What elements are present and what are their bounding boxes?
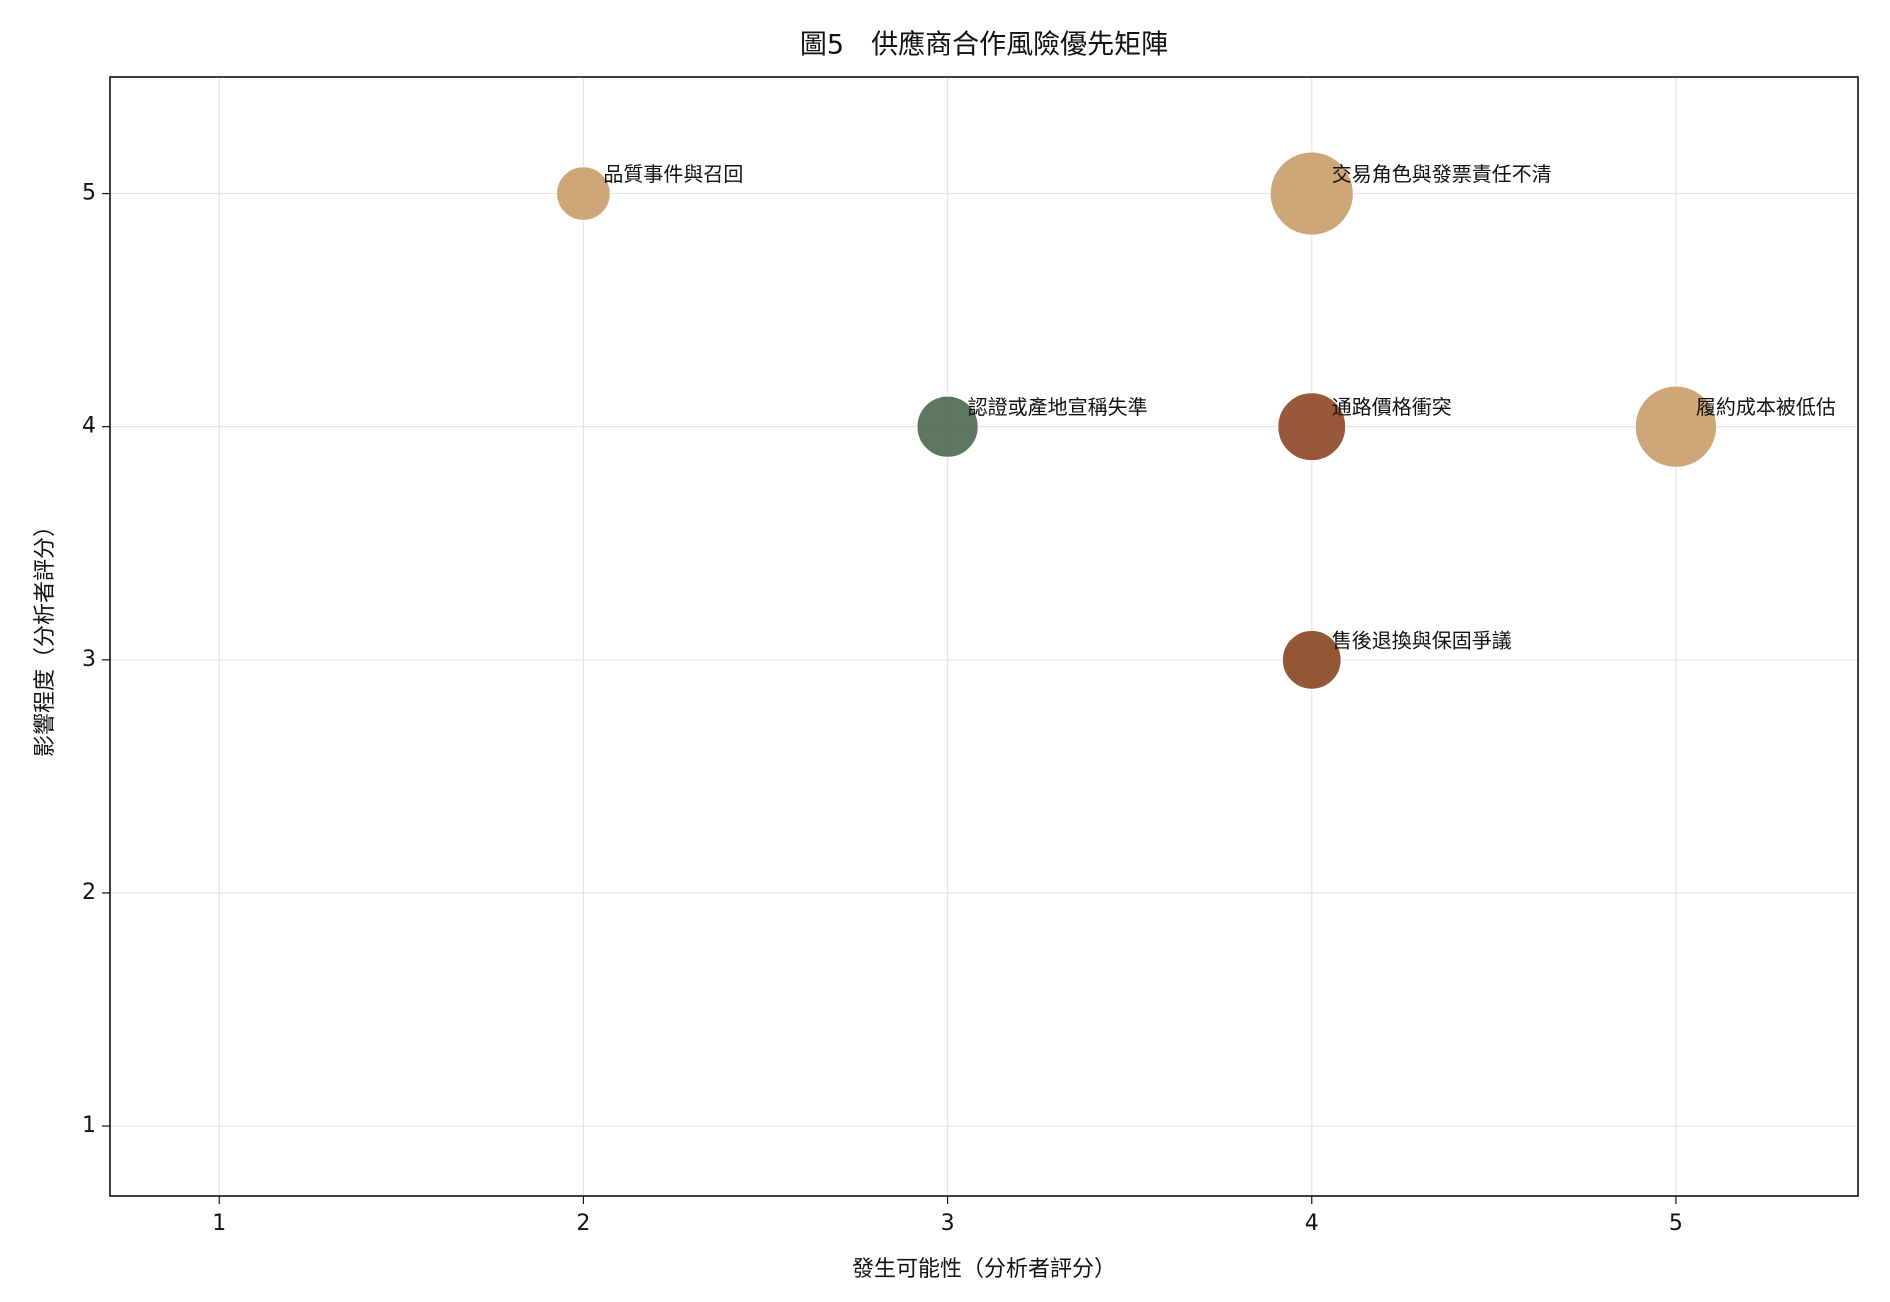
y-tick-label: 5 [82, 181, 96, 206]
x-tick-label: 4 [1305, 1211, 1319, 1236]
x-tick-label: 5 [1669, 1211, 1683, 1236]
x-tick-label: 2 [576, 1211, 590, 1236]
x-axis-label: 發生可能性（分析者評分） [852, 1257, 1116, 1282]
chart-title: 圖5 供應商合作風險優先矩陣 [800, 30, 1168, 61]
point-label: 履約成本被低估 [1696, 395, 1836, 419]
plot-frame [109, 76, 1859, 1197]
point-label: 售後退換與保固爭議 [1332, 628, 1512, 652]
bubble [1281, 629, 1342, 690]
y-tick-label: 4 [82, 414, 96, 439]
point-label: 認證或產地宣稱失準 [968, 395, 1148, 419]
x-tick-label: 3 [941, 1211, 955, 1236]
point-label: 交易角色與發票責任不清 [1332, 162, 1552, 186]
bubble [1634, 385, 1718, 468]
bubble [556, 166, 611, 221]
point-label: 品質事件與召回 [603, 162, 743, 186]
y-tick-label: 1 [82, 1113, 96, 1138]
bubble [1269, 151, 1354, 236]
y-tick-label: 2 [82, 880, 96, 905]
bubble [916, 395, 979, 458]
y-axis-label: 影響程度（分析者評分） [33, 515, 58, 757]
bubble [1277, 392, 1347, 462]
x-tick-label: 1 [212, 1211, 226, 1236]
y-tick-label: 3 [82, 647, 96, 672]
point-label: 通路價格衝突 [1332, 395, 1452, 419]
